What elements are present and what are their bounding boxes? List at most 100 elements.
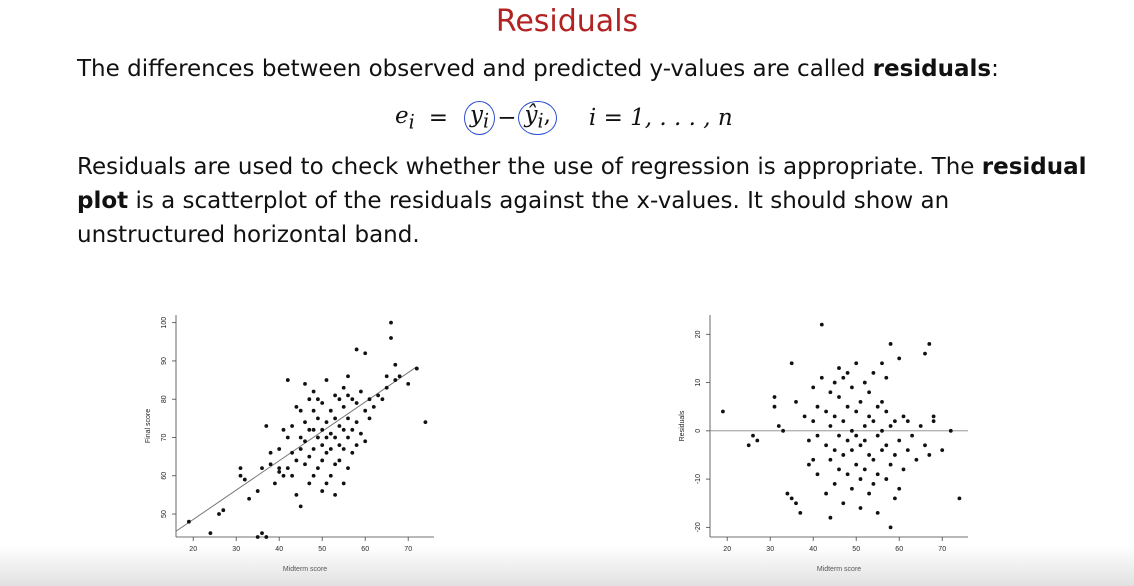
residuals-term: residuals xyxy=(872,56,992,82)
final-score-point xyxy=(307,397,312,402)
residuals-point xyxy=(781,428,785,433)
residuals-point xyxy=(888,525,893,530)
final-score-point xyxy=(268,462,273,467)
final-score-point xyxy=(307,454,312,459)
residuals-point xyxy=(824,443,828,448)
residuals-point xyxy=(807,438,811,443)
residuals-point xyxy=(845,438,850,443)
residuals-point xyxy=(948,428,953,433)
residual-plot-paragraph: Residuals are used to check whether the … xyxy=(77,150,1097,252)
final-score-point xyxy=(277,470,282,474)
residuals-point xyxy=(862,424,867,428)
residuals-point xyxy=(850,448,854,453)
formula-equals: = xyxy=(428,105,449,131)
final-score-point xyxy=(303,439,307,444)
final-score-y-tick-label: 50 xyxy=(161,510,168,518)
final-score-point xyxy=(341,404,346,409)
final-score-point xyxy=(337,443,342,448)
residuals-point xyxy=(798,510,803,515)
residuals-point xyxy=(811,385,816,390)
final-score-x-tick-label: 70 xyxy=(404,546,412,553)
residuals-point xyxy=(794,399,798,404)
residuals-point xyxy=(897,356,902,361)
final-score-point xyxy=(359,389,363,394)
scatterplot-final-vs-midterm: 20 30 40 50 60 70 50 60 70 80 90 100 Midterm score Fi… xyxy=(138,305,468,585)
residuals-point xyxy=(880,399,884,404)
final-score-point xyxy=(303,462,307,467)
final-score-point xyxy=(316,416,320,421)
residuals-x-tick-label: 70 xyxy=(938,546,946,553)
final-score-point xyxy=(307,481,312,486)
residual-term: residual xyxy=(981,154,1087,180)
residuals-point xyxy=(901,467,906,472)
residuals-point xyxy=(854,361,859,366)
final-score-point xyxy=(389,336,393,340)
final-score-point xyxy=(346,374,350,379)
residuals-point xyxy=(858,399,863,404)
final-score-point xyxy=(298,408,303,413)
final-score-point xyxy=(346,416,350,421)
residuals-point xyxy=(850,486,854,491)
final-score-point xyxy=(354,347,359,352)
final-score-point xyxy=(324,450,329,455)
final-score-y-tick-label: 90 xyxy=(161,357,168,365)
final-score-point xyxy=(247,496,251,501)
residuals-point xyxy=(819,375,824,380)
residual-formula: ei = yi − ŷi, i = 1, . . . , n xyxy=(395,98,733,138)
residuals-point xyxy=(828,390,833,395)
final-score-point xyxy=(333,492,337,497)
final-score-point xyxy=(393,378,398,382)
final-score-point xyxy=(320,427,325,432)
final-score-x-tick-label: 40 xyxy=(275,546,283,553)
final-score-point xyxy=(320,443,325,448)
residuals-point xyxy=(888,342,893,346)
final-score-point xyxy=(255,535,260,539)
residuals-point xyxy=(841,501,846,506)
residuals-point xyxy=(923,351,927,356)
final-score-point xyxy=(290,450,294,455)
residuals-point xyxy=(910,433,914,438)
residuals-point xyxy=(880,428,884,433)
final-score-point xyxy=(384,385,389,390)
final-score-point xyxy=(414,366,419,371)
final-score-point xyxy=(311,389,316,394)
final-score-point xyxy=(354,443,359,448)
final-score-point xyxy=(346,393,350,398)
final-score-point xyxy=(255,489,260,493)
residuals-point xyxy=(824,491,828,496)
residuals-point xyxy=(841,375,846,380)
residuals-point xyxy=(940,448,945,453)
residuals-point xyxy=(931,419,936,424)
final-score-point xyxy=(324,378,329,382)
final-score-y-tick-label: 70 xyxy=(161,433,168,441)
residuals-point xyxy=(837,366,841,370)
residuals-point xyxy=(845,404,850,409)
final-score-point xyxy=(277,447,282,451)
paragraph2-text-a: Residuals are used to check whether the … xyxy=(77,154,982,180)
final-score-point xyxy=(298,504,303,509)
final-score-point xyxy=(367,416,372,421)
final-score-point xyxy=(311,447,316,451)
residuals-point xyxy=(918,424,923,428)
residuals-point xyxy=(755,438,760,443)
residuals-point xyxy=(845,371,850,375)
final-score-point xyxy=(333,462,337,467)
residuals-point xyxy=(875,510,880,515)
residuals-point xyxy=(862,380,867,385)
residuals-point xyxy=(832,482,837,486)
final-score-point xyxy=(294,458,299,463)
final-score-point xyxy=(384,374,389,379)
final-score-point xyxy=(371,404,376,409)
final-score-point xyxy=(264,424,269,428)
residuals-point xyxy=(721,409,725,414)
formula-index-range: i = 1, . . . , n xyxy=(588,105,733,131)
final-score-point xyxy=(316,397,320,402)
residuals-point xyxy=(776,424,781,428)
final-score-y-axis-label: Final score xyxy=(145,409,152,443)
final-score-point xyxy=(406,381,411,386)
final-score-point xyxy=(285,466,290,471)
final-score-point xyxy=(316,466,320,471)
residuals-point xyxy=(893,453,897,457)
residuals-point xyxy=(832,414,837,419)
residuals-point xyxy=(837,395,841,399)
